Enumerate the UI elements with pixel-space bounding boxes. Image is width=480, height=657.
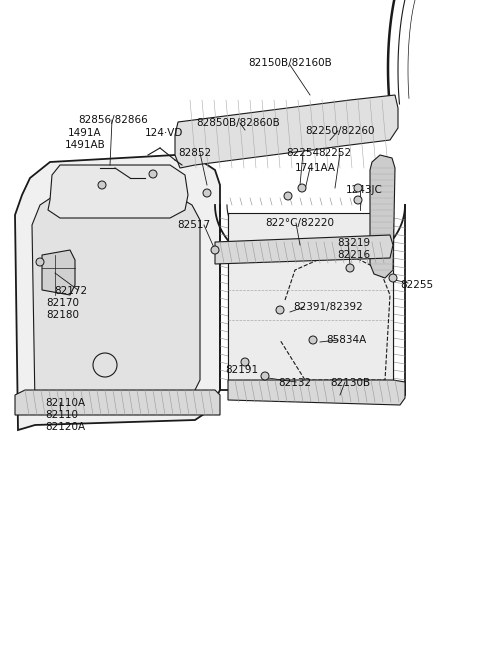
Circle shape <box>211 246 219 254</box>
Circle shape <box>346 264 354 272</box>
Text: 82132: 82132 <box>278 378 311 388</box>
Text: 82856/82866: 82856/82866 <box>78 115 148 125</box>
Text: 82180: 82180 <box>46 310 79 320</box>
Circle shape <box>241 358 249 366</box>
Circle shape <box>354 184 362 192</box>
Polygon shape <box>42 250 75 295</box>
Text: 82191: 82191 <box>225 365 258 375</box>
Circle shape <box>276 306 284 314</box>
Text: 82254: 82254 <box>286 148 319 158</box>
Circle shape <box>309 336 317 344</box>
Text: 1741AA: 1741AA <box>295 163 336 173</box>
Circle shape <box>298 184 306 192</box>
Text: 1491A: 1491A <box>68 128 102 138</box>
Polygon shape <box>48 165 188 218</box>
Text: 822°C/82220: 822°C/82220 <box>265 218 334 228</box>
Polygon shape <box>15 390 220 415</box>
Text: 82255: 82255 <box>400 280 433 290</box>
Text: 82252: 82252 <box>318 148 351 158</box>
Text: 82391/82392: 82391/82392 <box>293 302 363 312</box>
Polygon shape <box>228 213 393 382</box>
Text: 82130B: 82130B <box>330 378 370 388</box>
Circle shape <box>98 181 106 189</box>
Text: 85834A: 85834A <box>326 335 366 345</box>
Text: 82150B/82160B: 82150B/82160B <box>248 58 332 68</box>
Circle shape <box>284 192 292 200</box>
Text: 83219: 83219 <box>337 238 370 248</box>
Text: 82120A: 82120A <box>45 422 85 432</box>
Text: 82250/82260: 82250/82260 <box>305 126 374 136</box>
Text: 82517: 82517 <box>177 220 210 230</box>
Polygon shape <box>215 235 393 264</box>
Circle shape <box>354 196 362 204</box>
Polygon shape <box>175 95 398 168</box>
Circle shape <box>261 372 269 380</box>
Text: 82170: 82170 <box>46 298 79 308</box>
Text: 82852: 82852 <box>178 148 211 158</box>
Circle shape <box>36 258 44 266</box>
Text: 82172: 82172 <box>54 286 87 296</box>
Circle shape <box>149 170 157 178</box>
Text: 82850B/82860B: 82850B/82860B <box>196 118 280 128</box>
Text: 82216: 82216 <box>337 250 370 260</box>
Polygon shape <box>32 195 200 408</box>
Circle shape <box>389 274 397 282</box>
Text: 82110A: 82110A <box>45 398 85 408</box>
Text: 82110: 82110 <box>45 410 78 420</box>
Text: 124·VD: 124·VD <box>145 128 183 138</box>
Polygon shape <box>15 155 220 430</box>
Text: 1491AB: 1491AB <box>65 140 106 150</box>
Polygon shape <box>370 155 395 278</box>
Circle shape <box>203 189 211 197</box>
Text: 1243JC: 1243JC <box>346 185 383 195</box>
Polygon shape <box>228 380 405 405</box>
